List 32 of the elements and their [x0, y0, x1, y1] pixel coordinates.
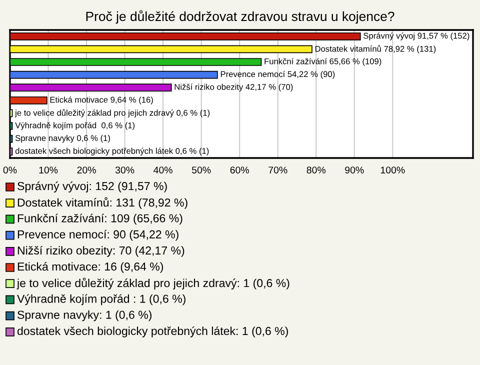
x-tick-label: 100%	[380, 166, 405, 174]
text: Etická motivace: 16 (9,64 %)	[18, 262, 164, 273]
data-label: Spravne navyky 0,6 % (1)	[15, 134, 110, 143]
text: je to velice důležitý základ pro jejich zdravý: 1 (0,6 %)	[16, 278, 290, 290]
data-label: dostatek všech biologicky potřebných látek 0,6 % (1)	[15, 148, 209, 156]
data-label: Funkční zažívání 65,66 % (109)	[264, 58, 382, 66]
x-tick-label: 0%	[3, 166, 17, 174]
text: Výhradně kojím pořád : 1 (0,6 %)	[17, 294, 186, 306]
text: Spravne navyky: 1 (0,6 %)	[18, 310, 152, 322]
data-label: Správný vývoj 91,57 % (152)	[364, 32, 470, 40]
data-label: Nižší riziko obezity 42,17 % (70)	[174, 84, 293, 92]
text: Dostatek vitamínů: 131 (78,92 %)	[18, 197, 188, 209]
chart-title: Proč je důležité dodržovat zdravou stravu u kojence?	[86, 10, 394, 24]
data-label: Etická motivace 9,64 % (16)	[50, 96, 153, 104]
text: Nižší riziko obezity: 70 (42,17 %)	[18, 246, 184, 257]
data-label: Dostatek vitamínů 78,92 % (131)	[315, 44, 436, 54]
x-tick-label: 90%	[345, 166, 364, 174]
x-tick-label: 50%	[192, 166, 211, 174]
x-tick-label: 10%	[39, 166, 58, 174]
data-label: Prevence nemocí 54,22 % (90)	[220, 70, 335, 79]
x-tick-label: 60%	[230, 166, 249, 174]
x-tick-label: 70%	[268, 166, 288, 174]
x-tick-label: 30%	[115, 166, 134, 174]
text: Správný vývoj: 152 (91,57 %)	[18, 182, 167, 192]
data-label: je to velice důležitý základ pro jejich zdravý 0,6 % (1)	[14, 108, 210, 118]
x-tick-label: 20%	[77, 166, 96, 174]
x-tick-label: 80%	[306, 166, 326, 174]
x-tick-label: 40%	[154, 166, 172, 174]
text: Funkční zažívání: 109 (65,66 %)	[18, 214, 182, 225]
text: dostatek všech biologicky potřebných látek: 1 (0,6 %)	[17, 326, 288, 338]
text: Prevence nemocí: 90 (54,22 %)	[18, 230, 178, 241]
data-label: Výhradně kojím pořád 0,6 % (1)	[15, 122, 135, 130]
